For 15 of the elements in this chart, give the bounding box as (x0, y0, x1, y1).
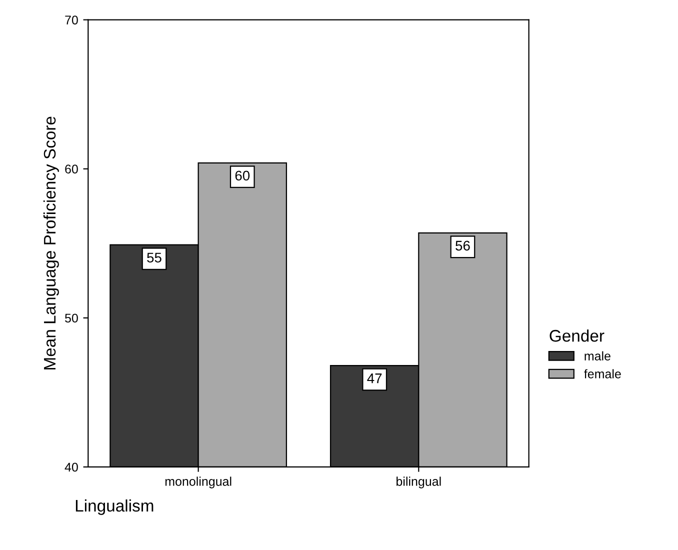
y-axis-title: Mean Language Proficiency Score (43, 116, 59, 370)
y-tick-label: 50 (65, 314, 78, 323)
legend-title: Gender (550, 329, 604, 342)
legend-label: male (584, 351, 610, 360)
data-label: 47 (367, 374, 382, 384)
data-label: 56 (456, 240, 470, 251)
x-tick-label: bilingual (396, 476, 441, 488)
x-tick-label: monolingual (165, 476, 232, 488)
data-label: 60 (235, 170, 250, 181)
legend-label: female (584, 369, 621, 378)
data-label: 55 (147, 252, 162, 263)
y-tick-label: 40 (64, 462, 78, 472)
y-tick-label: 60 (65, 164, 78, 174)
x-axis-title: Lingualism (76, 499, 154, 515)
y-tick-label: 70 (65, 16, 78, 24)
